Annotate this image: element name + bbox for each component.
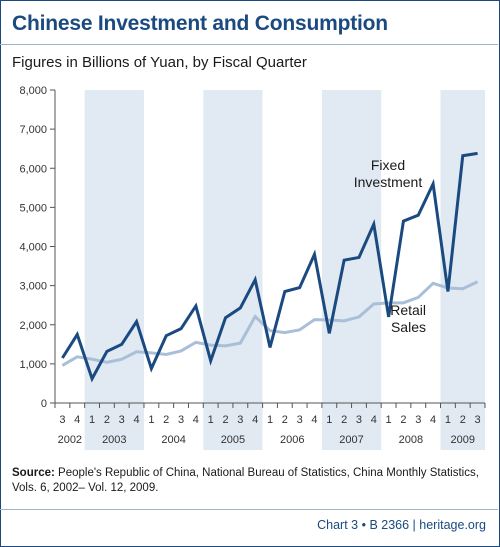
quarter-label: 1: [386, 414, 392, 426]
y-tick-label: 6,000: [19, 163, 47, 175]
quarter-label: 3: [178, 414, 184, 426]
y-tick-label: 0: [41, 398, 47, 410]
series-line-fixed-investment: [61, 151, 478, 383]
quarter-label: 4: [74, 414, 80, 426]
source-note: Source: People's Republic of China, Nati…: [12, 466, 490, 496]
series-line-retail-sales: [61, 280, 479, 367]
year-label: 2005: [221, 434, 245, 446]
source-text: People's Republic of China, National Bur…: [12, 467, 479, 494]
quarter-label: 2: [163, 414, 169, 426]
quarter-label: 1: [445, 414, 451, 426]
series-label-retail-sales-line1: Retail: [390, 302, 426, 318]
footer-divider: [0, 509, 498, 510]
chart-id: Chart 3 • B 2366: [317, 518, 410, 532]
y-tick-label: 7,000: [19, 124, 47, 136]
chart-title: Chinese Investment and Consumption: [12, 12, 388, 35]
chart-axes: 0 1,000 2,000 3,000 4,000 5,000 6,000 7,000 8,00…: [19, 85, 486, 446]
quarter-label: 3: [356, 414, 362, 426]
quarter-label: 1: [208, 414, 214, 426]
y-tick-label: 2,000: [19, 320, 47, 332]
quarter-label: 4: [193, 414, 199, 426]
quarter-label: 1: [148, 414, 154, 426]
year-band-2005: [203, 90, 263, 450]
source-label: Source:: [12, 467, 55, 479]
quarter-label: 3: [297, 414, 303, 426]
quarter-label: 4: [252, 414, 258, 426]
footer-separator: |: [412, 518, 416, 532]
quarter-label: 1: [89, 414, 95, 426]
line-chart: 0 1,000 2,000 3,000 4,000 5,000 6,000 7,000 8,00…: [19, 85, 486, 450]
y-tick-label: 1,000: [19, 359, 47, 371]
series-lines: [61, 151, 479, 383]
quarter-label: 4: [133, 414, 139, 426]
quarter-label: 1: [267, 414, 273, 426]
year-label: 2002: [58, 434, 82, 446]
year-label: 2007: [339, 434, 363, 446]
title-divider: [0, 44, 498, 45]
footer-credit: Chart 3 • B 2366 | heritage.org: [317, 518, 486, 532]
year-label: 2004: [161, 434, 185, 446]
year-bands: [84, 90, 485, 450]
quarter-label: 2: [400, 414, 406, 426]
quarter-label: 3: [119, 414, 125, 426]
y-tick-label: 5,000: [19, 202, 47, 214]
year-label: 2009: [451, 434, 475, 446]
y-tick-label: 4,000: [19, 242, 47, 254]
year-band-2003: [84, 90, 144, 450]
y-tick-label: 3,000: [19, 281, 47, 293]
quarter-label: 3: [237, 414, 243, 426]
year-label: 2006: [280, 434, 304, 446]
quarter-label: 4: [430, 414, 436, 426]
quarter-label: 3: [415, 414, 421, 426]
chart-subtitle: Figures in Billions of Yuan, by Fiscal Q…: [12, 54, 307, 71]
series-label-fixed-investment-line1: Fixed: [371, 157, 405, 173]
year-label: 2008: [399, 434, 423, 446]
quarter-label: 4: [371, 414, 377, 426]
quarter-label: 4: [311, 414, 317, 426]
series-label-retail-sales-line2: Sales: [391, 319, 426, 335]
site-name: heritage.org: [419, 518, 486, 532]
quarter-label: 2: [282, 414, 288, 426]
quarter-label: 2: [222, 414, 228, 426]
year-band-2007: [321, 90, 382, 450]
quarter-label: 1: [326, 414, 332, 426]
quarter-label: 2: [460, 414, 466, 426]
quarter-label: 3: [59, 414, 65, 426]
quarter-label: 2: [341, 414, 347, 426]
y-tick-label: 8,000: [19, 85, 47, 97]
quarter-label: 2: [104, 414, 110, 426]
year-label: 2003: [102, 434, 126, 446]
series-label-fixed-investment-line2: Investment: [354, 174, 423, 190]
quarter-label: 3: [475, 414, 481, 426]
year-band-2009: [440, 90, 485, 450]
